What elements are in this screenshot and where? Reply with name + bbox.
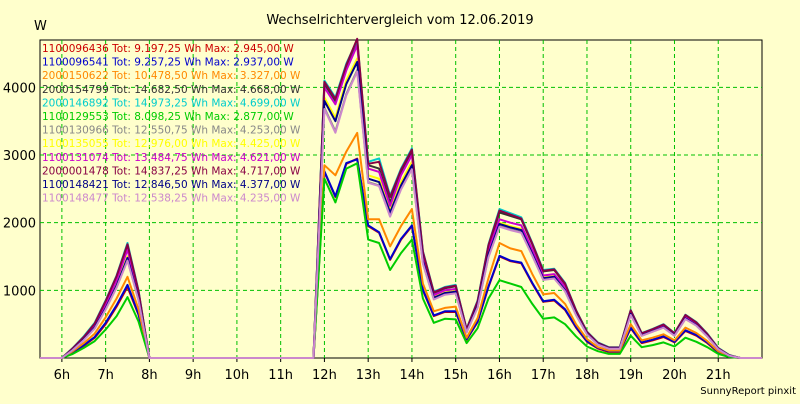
legend-entry: 1100131074 Tot: 13.484,75 Wh Max: 4.621,… xyxy=(42,152,301,164)
legend-entry: 1100096541 Tot: 9.257,25 Wh Max: 2.937,0… xyxy=(42,57,294,69)
x-tick-label: 10h xyxy=(225,368,250,383)
plot-area: 1000 2000 3000 4000 6h 7h 8h 9h 10h 11h 12h 13h 14h 1… xyxy=(3,37,763,383)
x-tick-label: 9h xyxy=(185,368,202,383)
legend-entry: 2000150622 Tot: 10.478,50 Wh Max: 3.327,… xyxy=(42,70,301,82)
y-tick-label: 4000 xyxy=(3,81,36,96)
legend-entry: 1100129553 Tot: 8.098,25 Wh Max: 2.877,0… xyxy=(42,111,294,123)
x-tick-label: 14h xyxy=(400,368,425,383)
chart-title: Wechselrichtervergleich vom 12.06.2019 xyxy=(266,13,533,28)
x-tick-label: 20h xyxy=(662,368,687,383)
x-tick-label: 6h xyxy=(54,368,71,383)
x-tick-label: 19h xyxy=(618,368,643,383)
legend-entry: 2000001478 Tot: 14.837,25 Wh Max: 4.717,… xyxy=(42,165,301,177)
x-tick-label: 16h xyxy=(487,368,512,383)
legend-entry: 1100148477 Tot: 12.538,25 Wh Max: 4.235,… xyxy=(42,193,301,205)
x-tick-label: 13h xyxy=(356,368,381,383)
legend-entry: 2000154799 Tot: 14.682,50 Wh Max: 4.668,… xyxy=(42,84,301,96)
legend-entry: 2000146892 Tot: 14.973,25 Wh Max: 4.699,… xyxy=(42,97,301,109)
x-tick-label: 17h xyxy=(531,368,556,383)
x-tick-label: 21h xyxy=(706,368,731,383)
x-tick-label: 7h xyxy=(97,368,114,383)
y-tick-label: 1000 xyxy=(3,284,36,299)
x-tick-label: 8h xyxy=(141,368,158,383)
legend-entry: 1100135055 Tot: 12.976,00 Wh Max: 4.425,… xyxy=(42,138,301,150)
x-tick-label: 15h xyxy=(443,368,468,383)
y-axis-unit-label: W xyxy=(34,19,47,34)
y-tick-label: 2000 xyxy=(3,217,36,232)
x-tick-label: 18h xyxy=(575,368,600,383)
plot-frame xyxy=(39,39,763,359)
legend-entry: 1100096436 Tot: 9.197,25 Wh Max: 2.945,0… xyxy=(42,43,294,55)
legend-entry: 1100130966 Tot: 12.550,75 Wh Max: 4.253,… xyxy=(42,125,301,137)
series-line xyxy=(40,70,762,359)
x-tick-label: 12h xyxy=(312,368,337,383)
footer-credit: SunnyReport pinxit xyxy=(700,386,796,397)
y-tick-label: 3000 xyxy=(3,149,36,164)
legend-entry: 1100148421 Tot: 12.846,50 Wh Max: 4.377,… xyxy=(42,179,301,191)
x-tick-label: 11h xyxy=(268,368,293,383)
